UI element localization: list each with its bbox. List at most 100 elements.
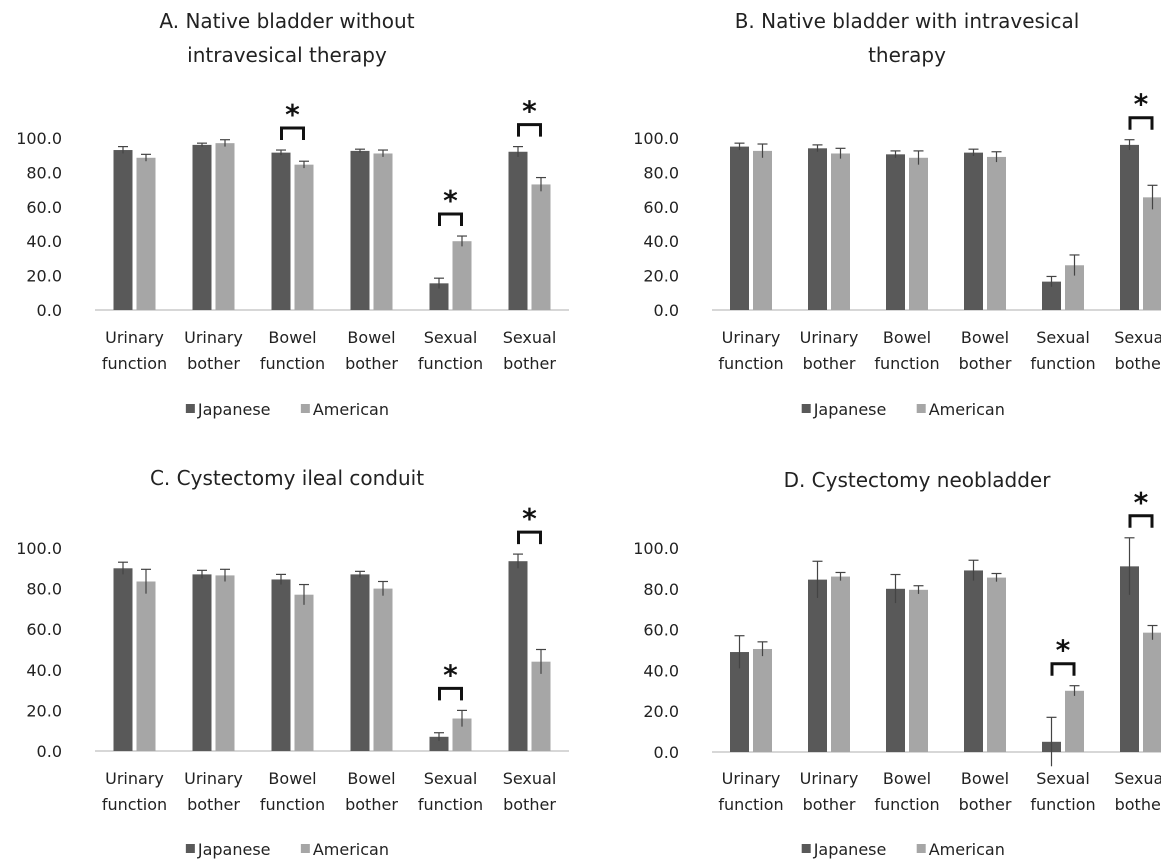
x-category-label: Urinary: [800, 769, 859, 788]
chart-title: A. Native bladder without: [159, 9, 414, 33]
x-category-label: function: [418, 354, 483, 373]
y-tick-label: 80.0: [643, 580, 679, 599]
x-category-label: function: [874, 795, 939, 814]
legend-swatch-american: [300, 404, 310, 413]
x-category-label: function: [102, 354, 167, 373]
bar-japanese-2: [271, 152, 291, 310]
x-category-label: Urinary: [722, 769, 781, 788]
bar-japanese-0: [113, 150, 133, 310]
significance-asterisk: *: [285, 98, 300, 131]
y-tick-label: 40.0: [26, 232, 62, 251]
bar-american-0: [136, 581, 156, 751]
chart-panel-c: C. Cystectomy ileal conduit 0.0 20.0 40.0 60…: [16, 466, 569, 859]
legend-label: American: [929, 840, 1005, 859]
bar-american-5: [531, 661, 551, 751]
legend-swatch-american: [916, 844, 926, 853]
x-category-label: bother: [959, 795, 1012, 814]
x-category-label: Bowel: [961, 328, 1009, 347]
x-category-label: function: [1030, 795, 1095, 814]
bar-american-3: [373, 588, 393, 751]
bar-american-1: [831, 576, 850, 752]
significance-asterisk: *: [443, 184, 458, 217]
bar-american-3: [373, 153, 393, 310]
x-category-label: bother: [503, 795, 556, 814]
legend-swatch-american: [916, 404, 926, 413]
x-category-label: Sexual: [424, 769, 478, 788]
y-tick-label: 40.0: [643, 661, 679, 680]
bar-japanese-5: [1120, 144, 1139, 310]
x-category-label: bother: [345, 795, 398, 814]
significance-bracket: [1128, 514, 1154, 528]
bar-japanese-0: [730, 652, 749, 752]
bar-american-2: [294, 164, 314, 310]
bar-american-1: [215, 143, 235, 310]
y-tick-label: 80.0: [26, 163, 62, 182]
significance-bracket: [438, 212, 463, 227]
legend-label: American: [929, 400, 1005, 419]
bar-american-0: [136, 157, 156, 310]
significance-asterisk: *: [1134, 486, 1149, 519]
x-category-label: Sexual: [1114, 769, 1161, 788]
x-category-label: Bowel: [347, 769, 395, 788]
x-category-label: bother: [187, 354, 240, 373]
y-tick-label: 40.0: [26, 661, 62, 680]
y-tick-label: 100.0: [16, 129, 62, 148]
x-category-label: Urinary: [184, 328, 243, 347]
significance-asterisk: *: [522, 95, 537, 128]
x-category-label: function: [874, 354, 939, 373]
bar-japanese-3: [964, 152, 983, 310]
y-tick-label: 60.0: [26, 198, 62, 217]
x-category-label: Bowel: [268, 769, 316, 788]
y-tick-label: 20.0: [26, 701, 62, 720]
y-tick-label: 100.0: [633, 539, 679, 558]
bar-japanese-2: [271, 579, 291, 751]
bar-american-2: [909, 589, 928, 752]
significance-bracket: [1128, 116, 1154, 130]
x-category-label: function: [260, 354, 325, 373]
y-tick-label: 0.0: [654, 301, 679, 320]
legend-swatch-japanese: [801, 404, 811, 413]
x-category-label: function: [1030, 354, 1095, 373]
y-tick-label: 0.0: [654, 743, 679, 762]
bar-japanese-0: [113, 568, 133, 751]
bar-japanese-4: [429, 283, 449, 310]
legend-swatch-american: [300, 844, 310, 853]
legend-swatch-japanese: [801, 844, 811, 853]
x-category-label: bother: [1115, 795, 1161, 814]
legend-label: American: [313, 840, 389, 859]
chart-panel-a: A. Native bladder without intravesical th…: [16, 9, 569, 419]
bar-japanese-1: [808, 579, 827, 752]
legend-label: American: [313, 400, 389, 419]
bar-american-5: [531, 184, 551, 310]
x-category-label: bother: [803, 795, 856, 814]
bar-american-4: [452, 718, 472, 751]
x-category-label: Sexual: [1114, 328, 1161, 347]
bar-american-0: [753, 150, 772, 310]
significance-asterisk: *: [1056, 634, 1071, 667]
chart-panel-d: D. Cystectomy neobladder 0.0 20.0 40.0 60.0 8…: [633, 468, 1161, 859]
bar-american-4: [1065, 265, 1084, 310]
bar-japanese-3: [350, 150, 370, 310]
bar-american-4: [452, 241, 472, 310]
bar-japanese-4: [1042, 281, 1061, 310]
legend-swatch-japanese: [185, 844, 195, 853]
x-category-label: Urinary: [105, 769, 164, 788]
bar-american-3: [987, 156, 1006, 310]
legend-label: Japanese: [813, 840, 887, 859]
bar-japanese-5: [1120, 566, 1139, 752]
y-tick-label: 80.0: [643, 163, 679, 182]
chart-title: B. Native bladder with intravesical: [735, 9, 1080, 33]
x-category-label: function: [718, 354, 783, 373]
bar-japanese-5: [508, 151, 528, 310]
bar-japanese-2: [886, 588, 905, 752]
significance-bracket: [517, 123, 542, 137]
x-category-label: function: [260, 795, 325, 814]
x-category-label: Sexual: [1036, 328, 1090, 347]
legend-label: Japanese: [197, 400, 271, 419]
x-category-label: bother: [803, 354, 856, 373]
x-category-label: Sexual: [503, 328, 557, 347]
legend-label: Japanese: [813, 400, 887, 419]
x-category-label: Sexual: [503, 769, 557, 788]
y-tick-label: 20.0: [643, 702, 679, 721]
significance-asterisk: *: [443, 658, 458, 691]
